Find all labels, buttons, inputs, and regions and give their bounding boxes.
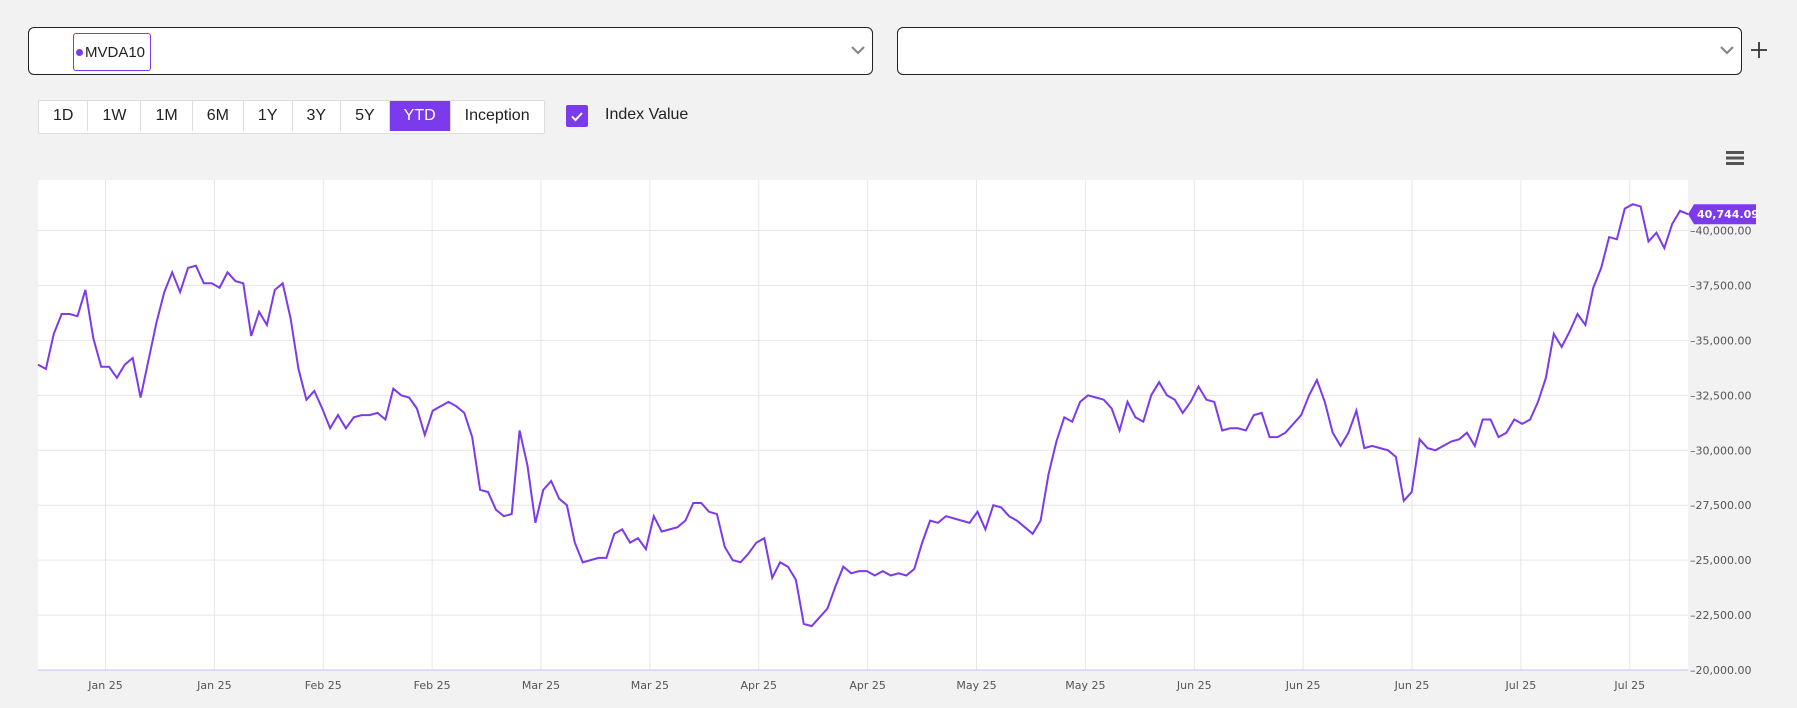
index-selector-secondary[interactable] bbox=[897, 27, 1742, 75]
y-tick-label: –27,500.00 bbox=[1690, 499, 1751, 512]
x-tick-label: May 25 bbox=[956, 679, 996, 692]
checkmark-icon bbox=[571, 112, 583, 122]
x-tick-label: May 25 bbox=[1065, 679, 1105, 692]
x-tick-label: Jan 25 bbox=[196, 679, 231, 692]
series-color-dot bbox=[76, 48, 83, 56]
range-button-1d[interactable]: 1D bbox=[39, 101, 89, 131]
hamburger-menu-icon[interactable] bbox=[1725, 150, 1745, 166]
plot-area bbox=[38, 180, 1688, 670]
x-tick-label: Apr 25 bbox=[849, 679, 886, 692]
range-button-inception[interactable]: Inception bbox=[464, 107, 530, 124]
last-value-label: 40,744.09 bbox=[1688, 204, 1759, 225]
x-tick-label: Feb 25 bbox=[305, 679, 342, 692]
y-tick-label: –25,000.00 bbox=[1690, 554, 1751, 567]
x-axis-tick-labels: Jan 25 Jan 25 Feb 25 Feb 25 Mar 25 Mar 25 Apr … bbox=[87, 679, 1645, 692]
time-range-selector: 1D 1W 1M 6M 1Y 3Y 5Y YTD Inception bbox=[38, 100, 545, 134]
x-tick-label: Jun 25 bbox=[1285, 679, 1321, 692]
last-value-text: 40,744.09 bbox=[1697, 208, 1759, 221]
y-tick-label: –40,000.00 bbox=[1690, 225, 1751, 238]
index-value-checkbox[interactable] bbox=[566, 105, 588, 127]
x-tick-label: Mar 25 bbox=[631, 679, 669, 692]
x-tick-label: Jan 25 bbox=[87, 679, 122, 692]
range-button-5y[interactable]: 5Y bbox=[341, 101, 390, 131]
range-button-ytd[interactable]: YTD bbox=[389, 101, 451, 131]
index-value-label[interactable]: Index Value bbox=[605, 106, 689, 123]
x-tick-label: Apr 25 bbox=[740, 679, 777, 692]
chevron-down-icon[interactable] bbox=[850, 42, 866, 58]
range-button-1w[interactable]: 1W bbox=[88, 101, 142, 131]
y-tick-label: –30,000.00 bbox=[1690, 444, 1751, 457]
x-tick-label: Jun 25 bbox=[1176, 679, 1212, 692]
range-button-3y[interactable]: 3Y bbox=[293, 101, 342, 131]
y-tick-label: –32,500.00 bbox=[1690, 389, 1751, 402]
y-tick-label: –22,500.00 bbox=[1690, 609, 1751, 622]
x-tick-label: Jun 25 bbox=[1394, 679, 1430, 692]
series-line[interactable] bbox=[37, 203, 1689, 628]
selected-index-label: MVDA10 bbox=[85, 43, 146, 61]
chevron-down-icon[interactable] bbox=[1719, 42, 1735, 58]
vertical-gridlines bbox=[105, 180, 1631, 670]
index-selector-primary[interactable]: MVDA10 bbox=[28, 27, 873, 75]
x-tick-label: Jul 25 bbox=[1504, 679, 1536, 692]
y-axis-tick-labels: –20,000.00 –22,500.00 –25,000.00 –27,500.00… bbox=[1690, 225, 1751, 677]
range-button-1y[interactable]: 1Y bbox=[244, 101, 293, 131]
range-button-6m[interactable]: 6M bbox=[193, 101, 244, 131]
y-tick-label: –37,500.00 bbox=[1690, 279, 1751, 292]
selected-index-tag[interactable]: MVDA10 bbox=[73, 33, 151, 71]
add-index-button[interactable] bbox=[1750, 32, 1768, 68]
x-tick-label: Feb 25 bbox=[414, 679, 451, 692]
x-tick-label: Mar 25 bbox=[522, 679, 560, 692]
range-button-1m[interactable]: 1M bbox=[141, 101, 193, 131]
x-tick-label: Jul 25 bbox=[1613, 679, 1645, 692]
plus-icon bbox=[1751, 42, 1767, 58]
y-tick-label: –35,000.00 bbox=[1690, 334, 1751, 347]
y-tick-label: –20,000.00 bbox=[1690, 664, 1751, 677]
